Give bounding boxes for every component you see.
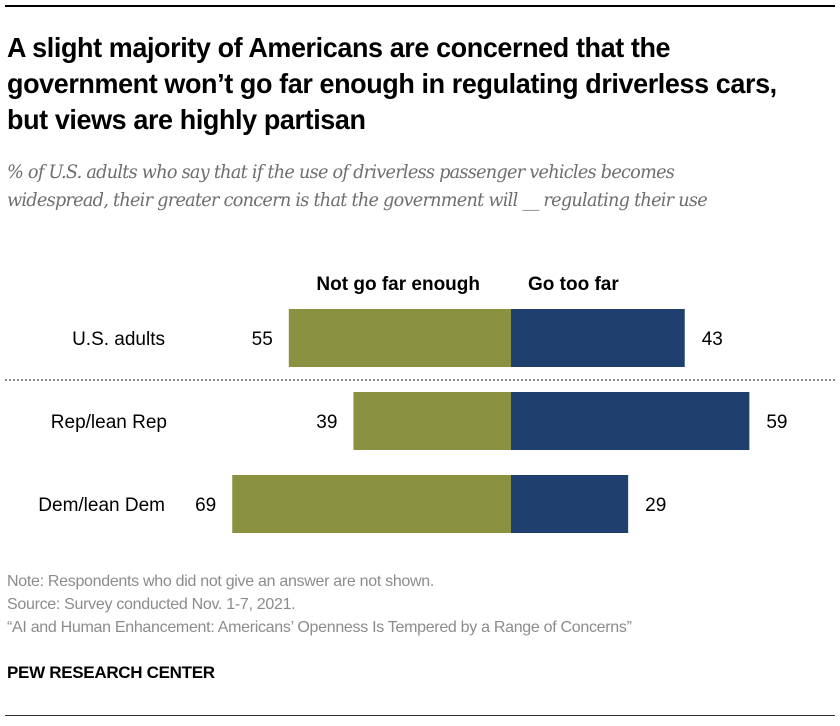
legend-not-go-far-enough: Not go far enough: [316, 274, 480, 295]
top-rule: [5, 5, 835, 7]
bar-not-go-far-enough-rep-lean-rep: [353, 392, 511, 450]
value-label-not-go-far-enough-rep-lean-rep: 39: [316, 412, 337, 433]
legend-go-too-far: Go too far: [528, 274, 619, 295]
bar-not-go-far-enough-dem-lean-dem: [232, 475, 512, 533]
bars-group: U.S. adults 55 43 Rep/lean Rep 39 59 Dem/lean …: [5, 309, 835, 533]
pew-research-center-logo: PEW RESEARCH CENTER: [7, 663, 215, 682]
category-label-u-s-adults: U.S. adults: [72, 329, 165, 350]
bottom-rule: [5, 715, 835, 716]
report-title-text: “AI and Human Enhancement: Americans’ Op…: [7, 619, 632, 636]
category-label-rep-lean-rep: Rep/lean Rep: [51, 412, 167, 433]
note-text: Note: Respondents who did not give an an…: [7, 573, 435, 590]
bar-go-too-far-rep-lean-rep: [511, 392, 750, 450]
value-label-go-too-far-dem-lean-dem: 29: [645, 495, 666, 516]
chart-area: Not go far enough Go too far U.S. adults…: [5, 274, 835, 533]
category-label-dem-lean-dem: Dem/lean Dem: [38, 495, 165, 516]
value-label-go-too-far-rep-lean-rep: 59: [766, 412, 787, 433]
chart-subtitle: % of U.S. adults who say that if the use…: [7, 161, 708, 211]
chart-title: A slight majority of Americans are conce…: [7, 32, 777, 135]
value-label-not-go-far-enough-dem-lean-dem: 69: [195, 495, 216, 516]
value-label-go-too-far-u-s-adults: 43: [702, 329, 723, 350]
notes: Note: Respondents who did not give an an…: [7, 570, 632, 639]
bar-not-go-far-enough-u-s-adults: [288, 309, 511, 367]
source-text: Source: Survey conducted Nov. 1-7, 2021.: [7, 596, 296, 613]
bar-go-too-far-dem-lean-dem: [511, 475, 629, 533]
value-label-not-go-far-enough-u-s-adults: 55: [252, 329, 273, 350]
bar-go-too-far-u-s-adults: [511, 309, 685, 367]
